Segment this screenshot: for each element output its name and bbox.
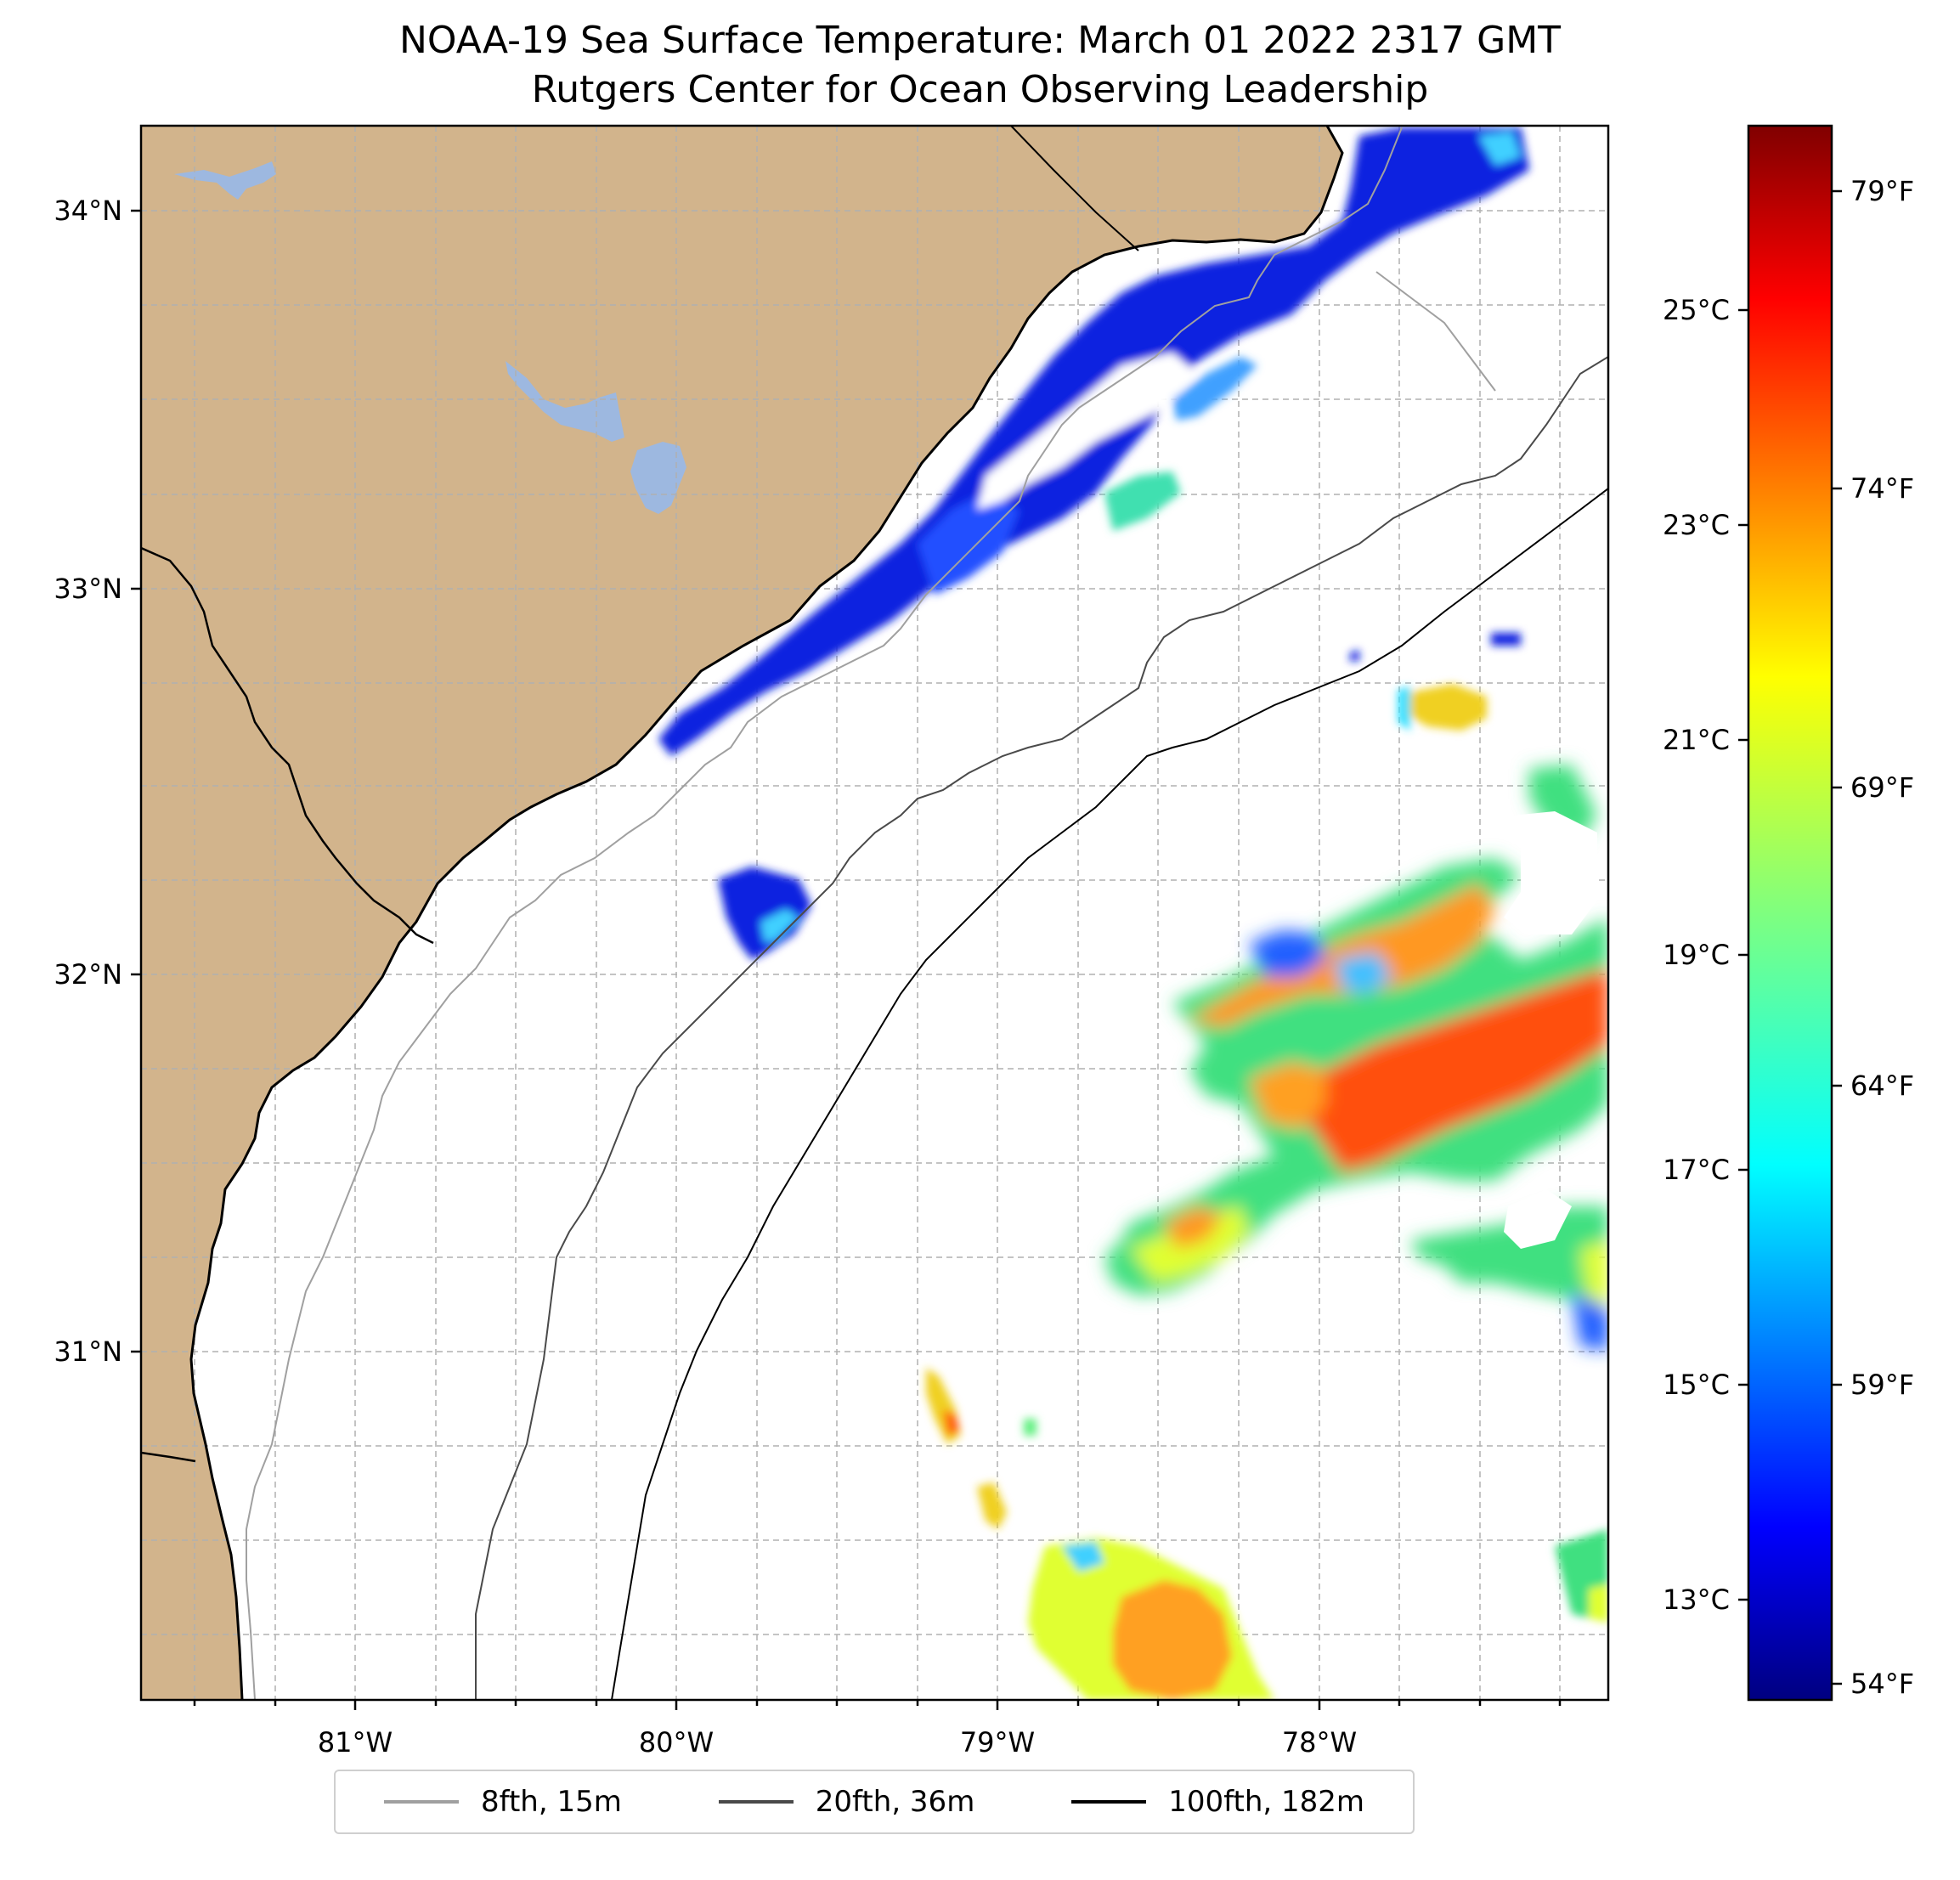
lon-label-80w: 80°W [639,1726,714,1759]
sst-offshore-warm-region [1104,765,1608,1351]
isobath-182m [611,488,1608,1700]
lat-label-31n: 31°N [54,1335,122,1368]
lon-label-78w: 78°W [1282,1726,1357,1759]
lat-label-32n: 32°N [54,958,122,991]
lake-moultrie [630,442,686,514]
legend-swatch-100fth [1071,1800,1147,1804]
legend-label-8fth: 8fth, 15m [480,1785,622,1819]
lon-label-81w: 81°W [318,1726,393,1759]
cloud-gaps [1504,811,1597,1249]
state-border [141,546,434,945]
nc-sc-border [1010,126,1139,251]
legend-label-20fth: 20fth, 36m [815,1785,975,1819]
sst-southern-patches [926,1368,1608,1700]
map-frame [139,124,1610,1702]
land-mass [141,126,1342,1700]
map-subtitle: Rutgers Center for Ocean Observing Leade… [531,68,1429,111]
coastline [189,126,1344,1700]
lon-label-79w: 79°W [960,1726,1035,1759]
map-title: NOAA-19 Sea Surface Temperature: March 0… [398,19,1562,62]
legend-item-20fth: 20fth, 36m [718,1785,975,1819]
sst-small-patch [718,633,1521,960]
lat-label-33n: 33°N [54,573,122,605]
georgia-border [141,1451,196,1463]
legend-label-100fth: 100fth, 182m [1168,1785,1365,1819]
legend-item-100fth: 100fth, 182m [1071,1785,1364,1819]
lake-marion [506,361,624,442]
legend-item-8fth: 8fth, 15m [383,1785,622,1819]
legend-swatch-8fth [383,1800,459,1804]
legend-swatch-20fth [718,1800,794,1804]
axis-ticks [131,209,1562,1710]
lake-small [174,161,276,200]
isobath-15m [246,127,1496,1700]
isobath-legend: 8fth, 15m 20fth, 36m 100fth, 182m [334,1770,1415,1834]
lat-label-34n: 34°N [54,195,122,227]
isobath-36m [475,356,1608,1700]
